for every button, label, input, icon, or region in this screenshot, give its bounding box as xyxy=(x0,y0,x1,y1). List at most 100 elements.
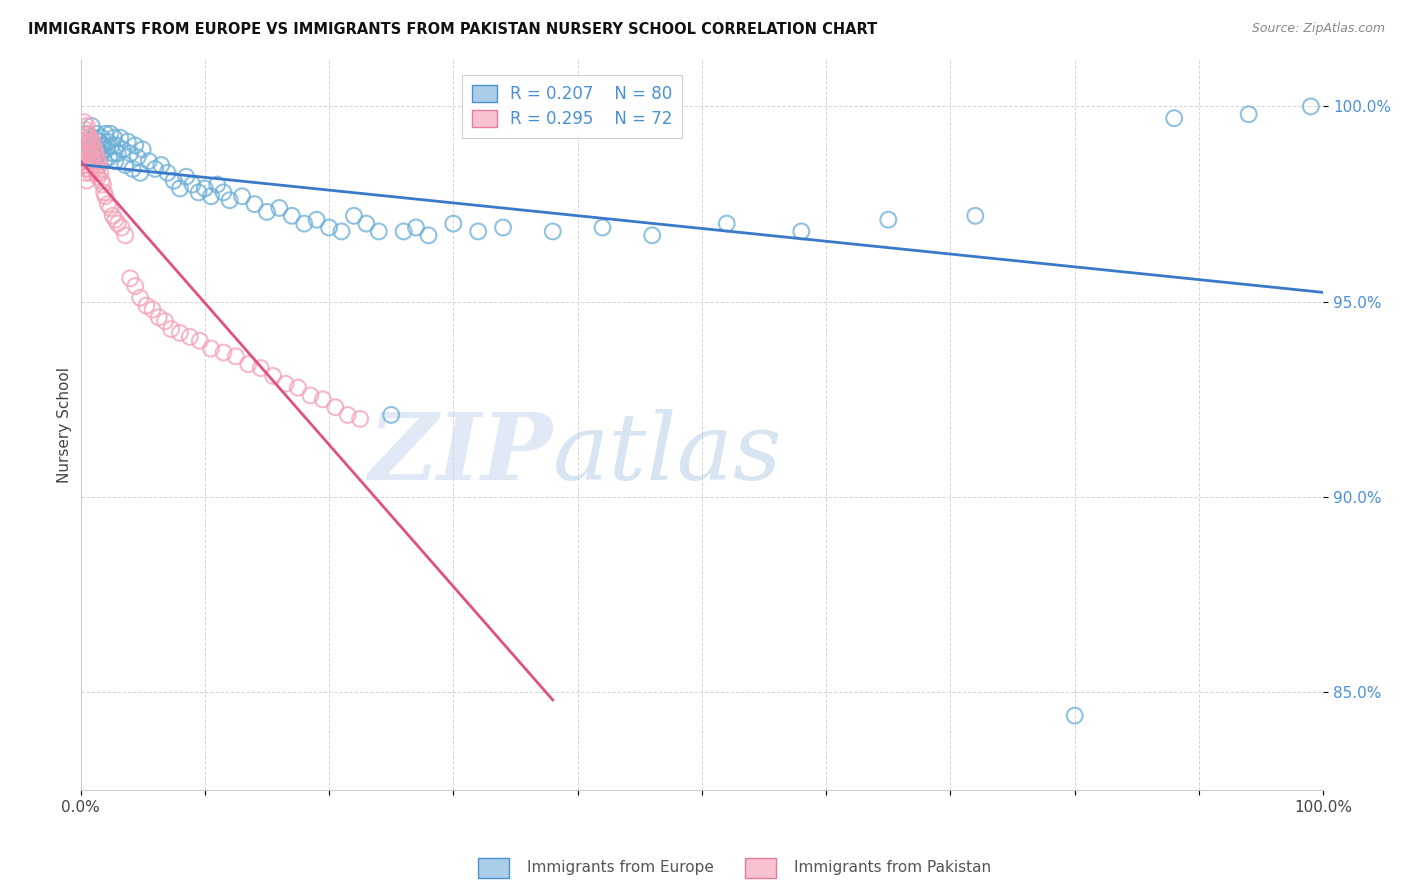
Text: Immigrants from Europe: Immigrants from Europe xyxy=(527,860,714,874)
Point xyxy=(349,412,371,426)
Point xyxy=(114,228,136,243)
Point xyxy=(77,158,100,172)
Point xyxy=(87,143,110,157)
Point xyxy=(80,138,103,153)
Point xyxy=(336,408,359,422)
Point xyxy=(82,138,104,153)
Point xyxy=(103,130,125,145)
Point xyxy=(94,189,117,203)
Point xyxy=(98,150,121,164)
Point xyxy=(91,178,114,192)
Point xyxy=(76,127,98,141)
Point xyxy=(148,310,170,325)
Point xyxy=(181,178,204,192)
Point xyxy=(75,123,97,137)
Point xyxy=(1299,99,1322,113)
Point xyxy=(790,224,813,238)
Point xyxy=(218,193,240,207)
Point xyxy=(467,224,489,238)
Point xyxy=(287,381,309,395)
Point xyxy=(120,146,142,161)
Point xyxy=(94,127,117,141)
Point xyxy=(256,205,278,219)
Point xyxy=(86,127,108,141)
Point xyxy=(90,174,112,188)
Point xyxy=(330,224,353,238)
Point xyxy=(169,326,191,340)
Text: Source: ZipAtlas.com: Source: ZipAtlas.com xyxy=(1251,22,1385,36)
Point xyxy=(79,150,101,164)
Point xyxy=(129,166,152,180)
Point xyxy=(1237,107,1260,121)
Point xyxy=(82,146,104,161)
Point xyxy=(104,154,127,169)
Point xyxy=(205,178,228,192)
Point xyxy=(1063,708,1085,723)
Point xyxy=(274,376,297,391)
Point xyxy=(405,220,427,235)
Point xyxy=(77,143,100,157)
Point xyxy=(76,146,98,161)
Point xyxy=(367,224,389,238)
Point xyxy=(114,158,136,172)
Point xyxy=(72,146,94,161)
Point xyxy=(150,158,173,172)
Point xyxy=(76,174,98,188)
Point xyxy=(101,209,124,223)
Point xyxy=(80,154,103,169)
Point xyxy=(163,174,186,188)
Point xyxy=(83,130,105,145)
Point xyxy=(105,138,128,153)
Point xyxy=(188,334,211,348)
Point xyxy=(90,130,112,145)
Point xyxy=(143,161,166,176)
Point xyxy=(592,220,614,235)
Point xyxy=(77,161,100,176)
Point xyxy=(111,143,134,157)
Point xyxy=(299,388,322,402)
Point xyxy=(82,150,104,164)
Point xyxy=(200,189,222,203)
Point xyxy=(73,135,96,149)
Point xyxy=(249,361,271,376)
Point xyxy=(76,135,98,149)
Point xyxy=(84,150,107,164)
Point xyxy=(79,143,101,157)
Point xyxy=(87,169,110,184)
Point xyxy=(343,209,366,223)
Point xyxy=(89,158,111,172)
Point xyxy=(93,186,115,200)
Point xyxy=(138,154,160,169)
Point xyxy=(169,181,191,195)
Point xyxy=(77,135,100,149)
Point xyxy=(281,209,304,223)
Point xyxy=(80,119,103,133)
Point xyxy=(312,392,335,407)
Point xyxy=(441,217,464,231)
Point xyxy=(124,138,146,153)
Point xyxy=(305,212,328,227)
Point xyxy=(91,138,114,153)
Point xyxy=(156,166,179,180)
Point xyxy=(89,166,111,180)
Point xyxy=(104,212,127,227)
Point xyxy=(318,220,340,235)
Legend: R = 0.207    N = 80, R = 0.295    N = 72: R = 0.207 N = 80, R = 0.295 N = 72 xyxy=(461,75,682,138)
Point xyxy=(1163,111,1185,125)
Point xyxy=(124,279,146,293)
Point xyxy=(83,143,105,157)
Point xyxy=(877,212,900,227)
Point xyxy=(541,224,564,238)
Point xyxy=(93,154,115,169)
Point xyxy=(641,228,664,243)
Point xyxy=(392,224,415,238)
Point xyxy=(73,115,96,129)
Point xyxy=(97,135,120,149)
Point xyxy=(380,408,402,422)
Text: atlas: atlas xyxy=(553,409,782,499)
Point xyxy=(356,217,378,231)
Point xyxy=(127,150,149,164)
Point xyxy=(243,197,266,211)
Point xyxy=(107,146,129,161)
Point xyxy=(135,299,157,313)
